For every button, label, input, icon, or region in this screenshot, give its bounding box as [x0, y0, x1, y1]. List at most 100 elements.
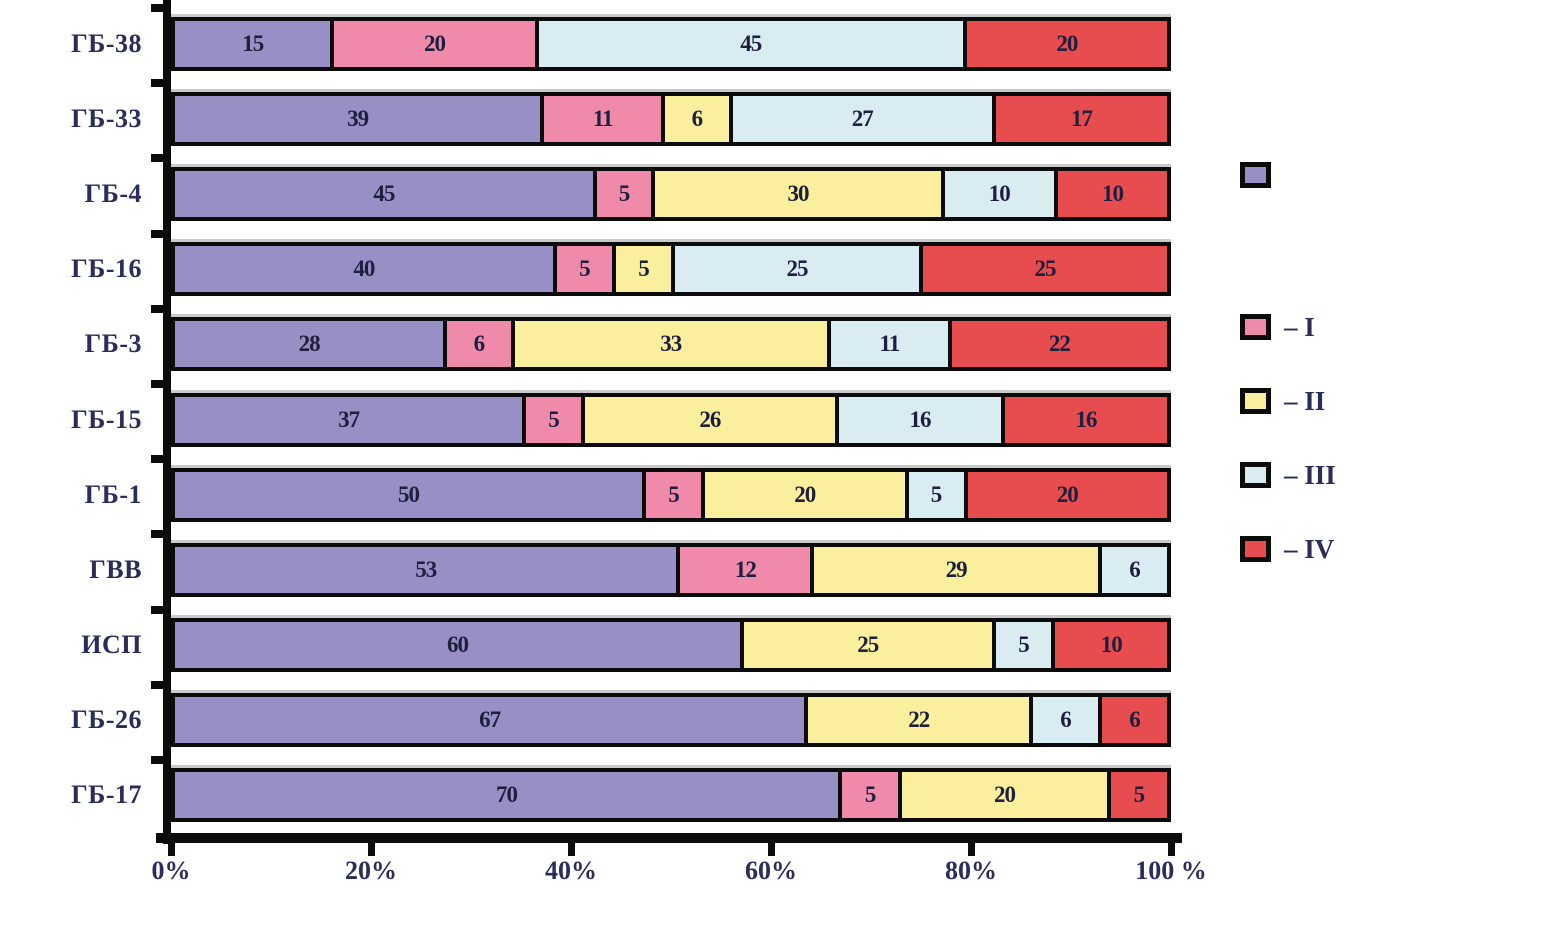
- segment-value: 5: [1133, 782, 1145, 808]
- stacked-bar-ГБ-1: 50 5 20 5 20: [171, 467, 1171, 522]
- segment-value: 50: [398, 481, 420, 507]
- segment-value: 11: [592, 105, 614, 131]
- stacked-bar-ГБ-15: 37 5 26 16 16: [171, 392, 1171, 447]
- segment-value: 20: [1056, 481, 1079, 507]
- segment-base: 60: [175, 622, 740, 669]
- segment-value: 10: [1101, 180, 1124, 206]
- category-label-ГБ-17: ГБ-17: [71, 780, 142, 810]
- legend-label-III: – III: [1284, 459, 1336, 490]
- x-tick-label: 40%: [545, 856, 597, 885]
- legend-swatch-IV: [1240, 536, 1271, 562]
- segment-value: 26: [699, 406, 721, 432]
- segment-I: 12: [676, 546, 811, 593]
- x-tick-label: 0%: [151, 856, 191, 885]
- segment-value: 67: [479, 707, 501, 733]
- legend-label-IV: – IV: [1284, 533, 1335, 564]
- segment-I: 11: [540, 95, 662, 142]
- segment-base: 67: [175, 697, 805, 744]
- segment-value: 20: [424, 30, 446, 56]
- category-label-ГБ-4: ГБ-4: [84, 178, 142, 208]
- x-tick-label: 20%: [345, 856, 397, 885]
- segment-value: 28: [298, 331, 321, 357]
- stacked-bar-ГБ-38: 15 20 45 20: [171, 16, 1171, 71]
- segment-value: 33: [660, 331, 682, 357]
- x-tick: [1168, 843, 1175, 856]
- bar-row-ГБ-16: 40 5 5 25 25: [171, 232, 1171, 307]
- segment-I: 5: [837, 772, 899, 819]
- segment-value: 17: [1070, 105, 1093, 131]
- segment-value: 45: [373, 180, 395, 206]
- bar-row-ГБ-3: 28 6 33 11 22: [171, 307, 1171, 382]
- x-tick-label: 100 %: [1135, 856, 1207, 885]
- segment-IV: 16: [1000, 396, 1168, 443]
- segment-value: 6: [691, 105, 703, 131]
- segment-value: 6: [1129, 707, 1140, 733]
- segment-II: 5: [611, 246, 671, 293]
- segment-I: 20: [330, 20, 535, 67]
- segment-value: 11: [879, 331, 901, 357]
- segment-value: 60: [446, 632, 469, 658]
- segment-III: 45: [534, 20, 963, 67]
- y-tick: [151, 380, 165, 388]
- segment-value: 20: [794, 481, 816, 507]
- y-tick: [151, 229, 165, 238]
- legend-label-I: – I: [1284, 311, 1315, 342]
- segment-value: 70: [495, 782, 518, 808]
- legend-swatch-I: [1240, 314, 1271, 340]
- segment-value: 5: [618, 180, 630, 206]
- segment-base: 37: [175, 396, 523, 443]
- segment-value: 22: [908, 707, 930, 733]
- segment-base: 53: [175, 546, 677, 593]
- segment-value: 25: [1034, 256, 1056, 282]
- segment-base: 28: [175, 321, 444, 368]
- segment-II: 30: [651, 170, 941, 217]
- segment-value: 29: [945, 556, 968, 582]
- bar-row-ГБ-1: 50 5 20 5 20: [171, 457, 1171, 532]
- legend-item-I: – I: [1240, 312, 1336, 342]
- segment-value: 10: [1100, 632, 1123, 658]
- bar-row-ГБ-33: 39 11 6 27 17: [171, 81, 1171, 156]
- legend-swatch-base: [1240, 162, 1271, 188]
- segment-base: 39: [175, 95, 541, 142]
- segment-I: 5: [592, 170, 652, 217]
- stacked-bar-ГБ-17: 70 5 20 5: [171, 768, 1171, 823]
- segment-III: 11: [826, 321, 948, 368]
- y-tick: [151, 605, 165, 614]
- segment-value: 20: [1056, 30, 1078, 56]
- segment-value: 5: [638, 256, 649, 282]
- legend-label-II: – II: [1284, 385, 1326, 416]
- x-tick: [168, 843, 175, 856]
- segment-value: 30: [787, 180, 809, 206]
- bar-row-ГБ-4: 45 5 30 10 10: [171, 156, 1171, 231]
- segment-IV: 5: [1106, 772, 1167, 819]
- x-axis-line: [156, 833, 1182, 843]
- x-tick-label: 60%: [745, 856, 797, 885]
- y-tick: [151, 680, 165, 689]
- category-label-ГВВ: ГВВ: [89, 554, 142, 584]
- stacked-bar-ГБ-16: 40 5 5 25 25: [171, 242, 1171, 297]
- bar-row-ГВВ: 53 12 29 6: [171, 532, 1171, 607]
- category-label-ИСП: ИСП: [81, 630, 142, 660]
- segment-II: 20: [701, 471, 905, 518]
- segment-value: 16: [909, 406, 931, 432]
- segment-III: 6: [1098, 546, 1167, 593]
- legend-item-base: [1240, 160, 1336, 190]
- y-tick: [151, 154, 165, 163]
- segment-IV: 20: [962, 20, 1168, 67]
- category-label-ГБ-33: ГБ-33: [71, 103, 142, 133]
- segment-IV: 6: [1098, 697, 1167, 744]
- segment-II: 29: [810, 546, 1099, 593]
- stacked-bar-ГБ-3: 28 6 33 11 22: [171, 317, 1171, 372]
- stacked-bar-ГБ-4: 45 5 30 10 10: [171, 166, 1171, 221]
- bar-row-ГБ-17: 70 5 20 5: [171, 758, 1171, 833]
- legend-swatch-III: [1240, 462, 1271, 488]
- bar-row-ГБ-38: 15 20 45 20: [171, 6, 1171, 81]
- segment-II: 25: [739, 622, 992, 669]
- segment-I: 5: [552, 246, 612, 293]
- stacked-bar-ИСП: 60 25 5 10: [171, 618, 1171, 673]
- segment-III: 16: [834, 396, 1001, 443]
- bar-rows: 15 20 45 20 39 11 6 27 17 45 5 30 10 10 40 5 5 25 25 28 6 33 1…: [171, 6, 1171, 833]
- category-label-ГБ-38: ГБ-38: [71, 28, 142, 58]
- segment-base: 45: [175, 170, 593, 217]
